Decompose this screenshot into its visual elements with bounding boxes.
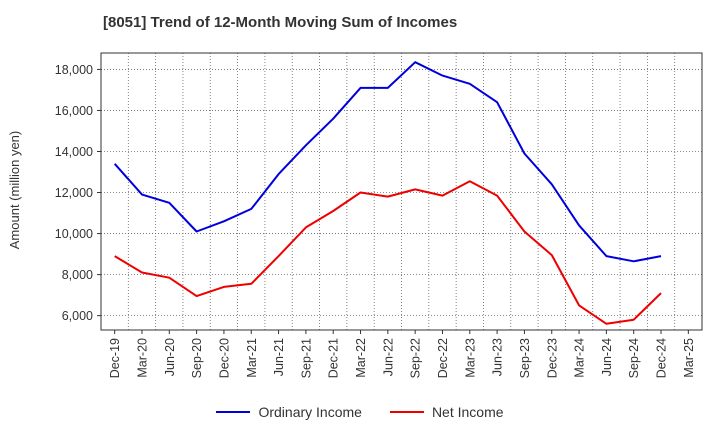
y-tick-label: 16,000 — [55, 104, 93, 118]
x-tick-label: Mar-23 — [463, 338, 477, 378]
x-tick-label: Dec-19 — [108, 338, 122, 378]
y-tick-label: 8,000 — [62, 268, 93, 282]
legend-item-net-income: Net Income — [389, 404, 504, 420]
x-tick-label: Sep-23 — [518, 338, 532, 378]
x-tick-label: Mar-21 — [245, 338, 259, 378]
plot-frame — [100, 52, 703, 331]
x-tick-label: Sep-21 — [299, 338, 313, 378]
x-tick-label: Jun-21 — [272, 338, 286, 376]
series-line-ordinary-income — [113, 61, 662, 263]
x-tick-label: Dec-20 — [217, 338, 231, 378]
x-tick-label: Jun-20 — [163, 338, 177, 376]
y-tick-label: 10,000 — [55, 227, 93, 241]
x-tick-label: Jun-23 — [491, 338, 505, 376]
x-tick-label: Sep-22 — [409, 338, 423, 378]
legend-swatch-ordinary-income — [216, 411, 251, 413]
y-tick-label: 14,000 — [55, 145, 93, 159]
x-tick-label: Sep-20 — [190, 338, 204, 378]
x-tick-label: Dec-23 — [545, 338, 559, 378]
axes: 6,000 8,000 10,000 12,000 14,000 16,000 18,000… — [55, 52, 703, 378]
y-tick-label: 6,000 — [62, 309, 93, 323]
legend: Ordinary Income Net Income — [0, 404, 720, 420]
chart-title: [8051] Trend of 12-Month Moving Sum of I… — [103, 14, 458, 31]
x-tick-label: Sep-24 — [627, 338, 641, 378]
y-axis-label: Amount (million yen) — [7, 131, 22, 250]
x-tick-label: Jun-24 — [600, 338, 614, 376]
y-tick-label: 12,000 — [55, 186, 93, 200]
legend-label-ordinary-income: Ordinary Income — [258, 404, 362, 420]
x-tick-label: Dec-21 — [327, 338, 341, 378]
x-tick-label: Jun-22 — [381, 338, 395, 376]
grid — [101, 53, 702, 330]
series-lines — [113, 61, 662, 325]
x-tick-label: Mar-25 — [682, 338, 696, 378]
legend-item-ordinary-income: Ordinary Income — [216, 404, 362, 420]
x-tick-label: Dec-22 — [436, 338, 450, 378]
legend-swatch-net-income — [389, 411, 424, 413]
x-tick-label: Mar-24 — [573, 338, 587, 378]
legend-label-net-income: Net Income — [431, 404, 504, 420]
x-tick-label: Dec-24 — [655, 338, 669, 378]
series-line-net-income — [114, 180, 662, 325]
y-tick-label: 18,000 — [55, 63, 93, 77]
x-tick-label: Mar-20 — [135, 338, 149, 378]
x-tick-label: Mar-22 — [354, 338, 368, 378]
